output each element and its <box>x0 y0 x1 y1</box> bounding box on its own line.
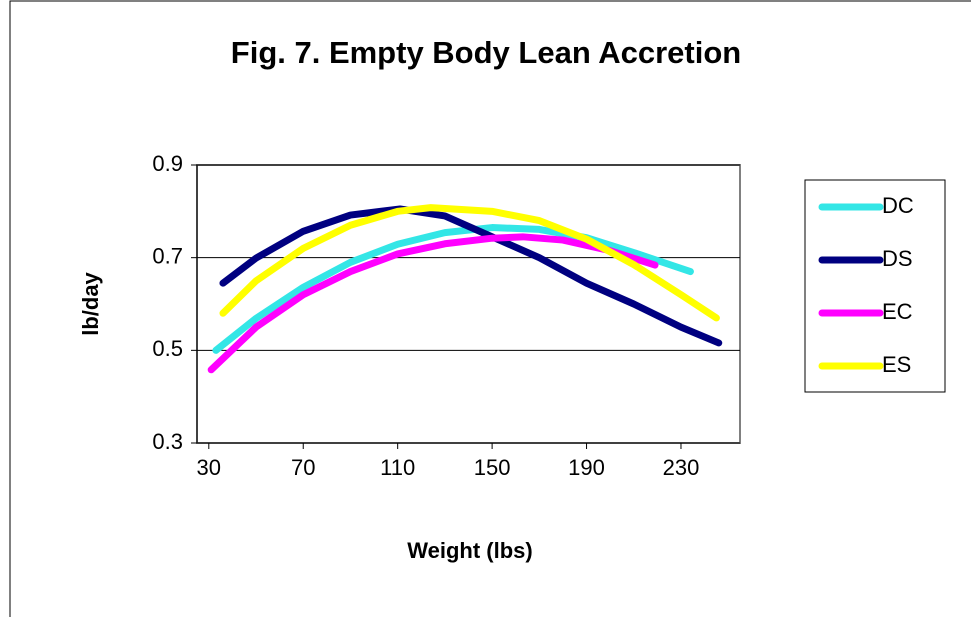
series-line <box>207 233 659 374</box>
y-axis-label: lb/day <box>78 271 103 335</box>
x-tick-label: 150 <box>474 455 511 480</box>
x-tick-label: 230 <box>663 455 700 480</box>
x-tick-label: 70 <box>291 455 315 480</box>
legend-label: DC <box>882 193 914 218</box>
chart-frame <box>9 0 971 617</box>
y-tick-label: 0.3 <box>152 429 183 454</box>
series-line <box>212 224 694 354</box>
legend-label: ES <box>882 352 911 377</box>
legend-label: DS <box>882 246 913 271</box>
y-tick-label: 0.9 <box>152 151 183 176</box>
series-line <box>219 205 723 347</box>
x-tick-label: 190 <box>568 455 605 480</box>
y-tick-label: 0.5 <box>152 336 183 361</box>
legend-label: EC <box>882 299 913 324</box>
legend-box <box>804 179 946 393</box>
chart-title: Fig. 7. Empty Body Lean Accretion <box>231 35 741 70</box>
x-axis-label: Weight (lbs) <box>407 538 532 563</box>
x-tick-label: 110 <box>380 455 415 480</box>
series-line <box>219 204 720 322</box>
y-tick-label: 0.7 <box>152 243 183 268</box>
x-tick-label: 30 <box>197 455 221 480</box>
